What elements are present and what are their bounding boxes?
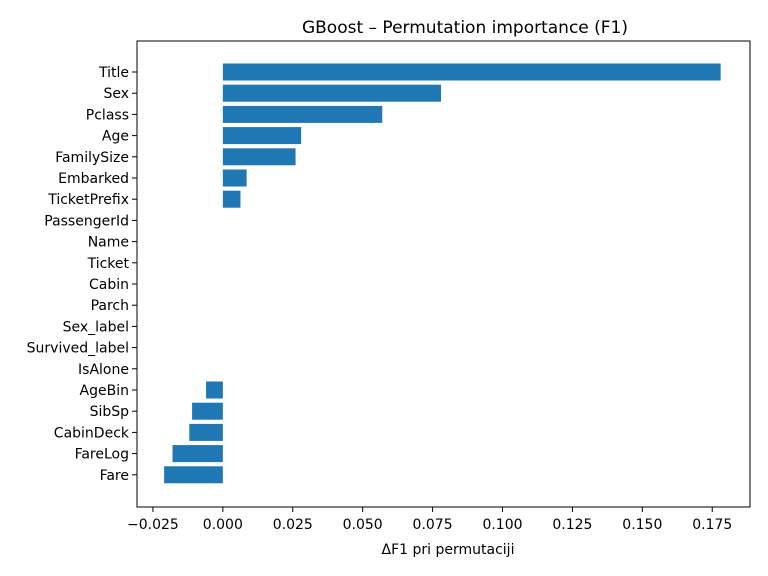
bar-pclass — [222, 105, 383, 123]
bars-group — [164, 63, 721, 484]
x-tick-label: 0.050 — [343, 517, 383, 533]
bar-cabindeck — [189, 423, 223, 441]
bar-age — [222, 127, 302, 145]
y-tick-label: Survived_label — [27, 341, 129, 357]
y-tick-label: CabinDeck — [54, 425, 130, 441]
plot-frame — [136, 40, 751, 508]
x-tick-label: 0.000 — [203, 517, 243, 533]
y-tick-label: FareLog — [75, 447, 129, 463]
y-tick-label: FamilySize — [55, 150, 129, 166]
y-tick-label: IsAlone — [78, 362, 129, 378]
bar-farelog — [172, 445, 223, 463]
y-tick-label: AgeBin — [80, 383, 129, 399]
y-tick-label: PassengerId — [44, 213, 129, 229]
chart-title: GBoost – Permutation importance (F1) — [302, 18, 628, 38]
bar-ticketprefix — [222, 190, 241, 208]
bar-sex — [222, 84, 441, 102]
bar-fare — [164, 466, 223, 484]
y-tick-label: Title — [98, 65, 129, 81]
x-tick-label: 0.125 — [552, 517, 592, 533]
y-tick-label: Sex — [103, 86, 129, 102]
x-ticks-group: −0.025 0.000 0.025 0.050 0.075 0.100 0.125 0.15… — [127, 507, 732, 533]
x-tick-label: 0.075 — [413, 517, 453, 533]
bar-familysize — [222, 148, 296, 166]
y-tick-label: Fare — [100, 468, 129, 484]
y-tick-label: Sex_label — [63, 319, 129, 335]
y-tick-label: SibSp — [90, 404, 130, 420]
y-tick-label: Parch — [91, 298, 129, 314]
category-labels-group: Title Sex Pclass Age FamilySize Embarked Ticke… — [27, 65, 137, 484]
x-tick-label: 0.175 — [692, 517, 732, 533]
bar-embarked — [222, 169, 247, 187]
y-tick-label: Embarked — [58, 171, 129, 187]
x-tick-label: 0.100 — [482, 517, 522, 533]
y-tick-label: Cabin — [89, 277, 129, 293]
x-tick-label: 0.150 — [622, 517, 662, 533]
y-tick-label: Pclass — [86, 107, 129, 123]
bar-agebin — [206, 381, 223, 399]
bar-title — [222, 63, 721, 81]
x-axis-label: ΔF1 pri permutaciji — [382, 542, 515, 558]
y-tick-label: Age — [102, 129, 129, 145]
y-tick-label: Name — [88, 235, 129, 251]
x-tick-label: −0.025 — [127, 517, 179, 533]
x-tick-label: 0.025 — [273, 517, 313, 533]
y-tick-label: Ticket — [87, 256, 130, 272]
bar-sibsp — [192, 402, 223, 420]
y-tick-label: TicketPrefix — [47, 192, 129, 208]
